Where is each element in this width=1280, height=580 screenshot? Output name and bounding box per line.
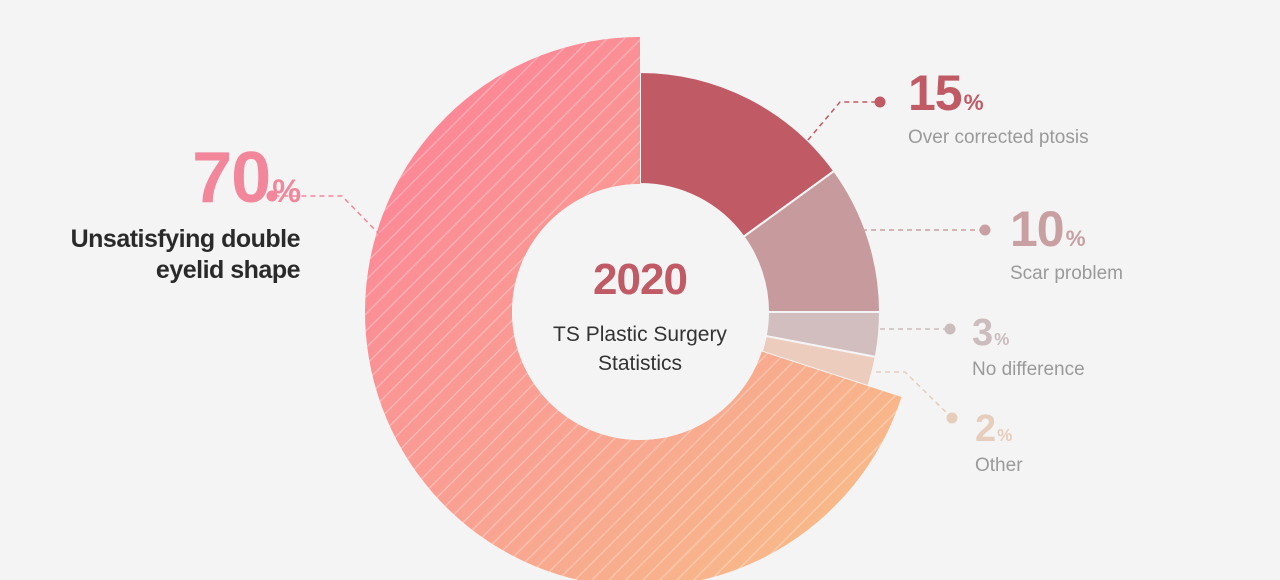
data-label-percent: 10% [1010, 201, 1086, 257]
leader-dot-unsatisfying-double-eyelid [266, 190, 278, 202]
leader-dot-over-corrected-ptosis [874, 96, 886, 108]
leader-line-other [876, 371, 953, 419]
data-label-percent: 2% [975, 408, 1012, 450]
leader-dot-no-difference [944, 323, 956, 335]
center-year: 2020 [593, 255, 688, 304]
slice-label: Other [975, 455, 1023, 476]
leader-line-over-corrected-ptosis [807, 101, 880, 141]
leader-line-unsatisfying-double-eyelid [272, 195, 381, 236]
chart-center-label: 2020 TS Plastic Surgery Statistics [520, 258, 760, 379]
center-subtitle-line1: TS Plastic Surgery [553, 323, 727, 346]
callout-other: 2% Other [975, 410, 1023, 478]
slice-label: Over corrected ptosis [908, 127, 1089, 148]
donut-center-hole [512, 184, 768, 440]
callout-unsatisfying-double-eyelid: 70% Unsatisfying double eyelid shape [40, 138, 301, 287]
data-label-percent: 15% [908, 65, 984, 121]
data-label-percent: 3% [972, 312, 1009, 354]
callout-scar-problem: 10% Scar problem [1010, 204, 1123, 286]
leader-dot-other [946, 412, 958, 424]
slice-label: No difference [972, 359, 1085, 380]
slice-label: Scar problem [1010, 263, 1123, 284]
data-label-percent: 70% [192, 138, 301, 218]
callout-no-difference: 3% No difference [972, 314, 1085, 382]
slice-hatch-overlay [365, 37, 902, 580]
center-subtitle-line2: Statistics [597, 352, 683, 376]
slice-label: Unsatisfying double eyelid shape [70, 225, 301, 285]
leader-dot-scar-problem [979, 224, 991, 236]
center-subtitle: TS Plastic Surgery Statistics [520, 320, 760, 379]
callout-over-corrected-ptosis: 15% Over corrected ptosis [908, 68, 1089, 150]
